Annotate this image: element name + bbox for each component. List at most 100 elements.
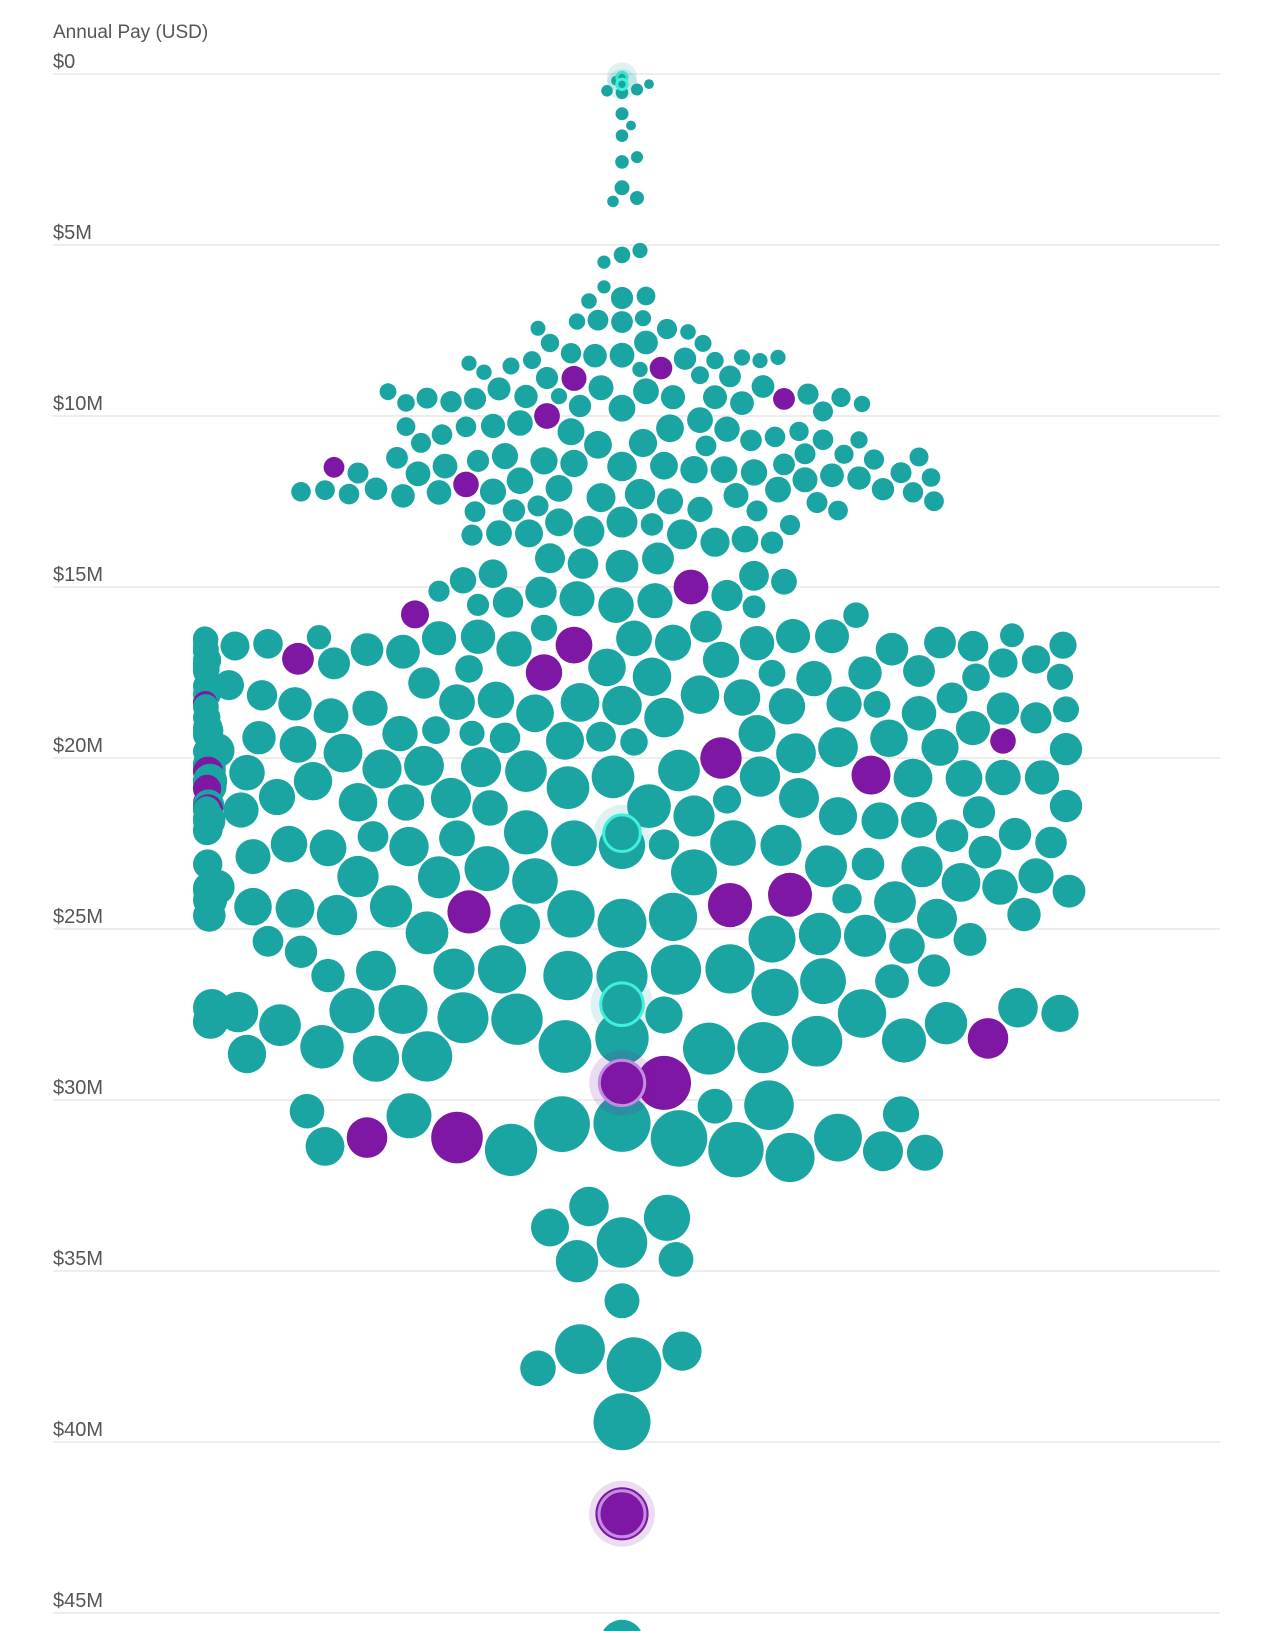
data-point-teal[interactable]: [694, 334, 712, 352]
data-point-teal[interactable]: [270, 825, 308, 863]
data-point-teal[interactable]: [506, 467, 534, 495]
data-point-teal[interactable]: [543, 950, 593, 1001]
data-point-teal[interactable]: [921, 728, 959, 766]
data-point-teal[interactable]: [486, 520, 512, 546]
data-point-teal[interactable]: [640, 513, 664, 536]
data-point-teal[interactable]: [386, 634, 420, 669]
data-point-teal[interactable]: [826, 686, 862, 722]
data-point-teal[interactable]: [568, 313, 586, 330]
data-point-teal[interactable]: [924, 626, 956, 659]
highlighted-data-point[interactable]: [597, 1058, 647, 1108]
data-point-teal[interactable]: [534, 1096, 590, 1152]
data-point-teal[interactable]: [502, 499, 526, 522]
data-point-teal[interactable]: [740, 429, 762, 452]
data-point-teal[interactable]: [227, 1034, 267, 1074]
data-point-teal[interactable]: [289, 1093, 325, 1129]
data-point-teal[interactable]: [1007, 897, 1041, 932]
data-point-teal[interactable]: [460, 747, 502, 788]
data-point-teal[interactable]: [193, 1005, 226, 1039]
data-point-teal[interactable]: [656, 318, 678, 340]
data-point-teal[interactable]: [338, 483, 360, 505]
data-point-teal[interactable]: [615, 155, 629, 169]
data-point-teal[interactable]: [794, 443, 816, 465]
data-point-teal[interactable]: [957, 630, 989, 662]
data-point-teal[interactable]: [924, 1002, 968, 1045]
data-point-teal[interactable]: [671, 849, 717, 896]
data-point-teal[interactable]: [408, 667, 440, 699]
data-point-teal[interactable]: [764, 426, 786, 448]
data-point-teal[interactable]: [610, 286, 634, 310]
data-point-teal[interactable]: [648, 892, 698, 942]
data-point-teal[interactable]: [352, 690, 388, 726]
data-point-teal[interactable]: [832, 884, 862, 914]
data-point-teal[interactable]: [775, 618, 811, 654]
data-point-teal[interactable]: [813, 401, 833, 422]
data-point-teal[interactable]: [499, 904, 541, 945]
data-point-teal[interactable]: [527, 495, 549, 517]
data-point-teal[interactable]: [439, 684, 475, 720]
data-point-teal[interactable]: [906, 1134, 944, 1171]
data-point-teal[interactable]: [516, 694, 554, 733]
data-point-teal[interactable]: [604, 1283, 640, 1319]
data-point-teal[interactable]: [275, 889, 315, 928]
data-point-teal[interactable]: [323, 733, 363, 773]
data-point-purple[interactable]: [323, 456, 345, 478]
data-point-teal[interactable]: [673, 347, 697, 370]
data-point-teal[interactable]: [316, 894, 358, 936]
data-point-teal[interactable]: [551, 820, 597, 867]
data-point-teal[interactable]: [560, 343, 582, 364]
data-point-teal[interactable]: [818, 727, 858, 768]
data-point-teal[interactable]: [770, 349, 786, 365]
data-point-teal[interactable]: [765, 476, 791, 503]
data-point-teal[interactable]: [433, 948, 475, 990]
data-point-teal[interactable]: [587, 309, 609, 331]
data-point-teal[interactable]: [329, 988, 375, 1034]
highlighted-data-point[interactable]: [597, 1489, 647, 1539]
data-point-teal[interactable]: [387, 784, 425, 821]
data-point-teal[interactable]: [901, 696, 937, 731]
data-point-teal[interactable]: [313, 698, 349, 734]
data-point-teal[interactable]: [680, 675, 720, 714]
data-point-purple[interactable]: [525, 654, 563, 691]
data-point-teal[interactable]: [440, 391, 462, 413]
data-point-teal[interactable]: [611, 311, 633, 333]
data-point-teal[interactable]: [941, 863, 981, 902]
data-point-teal[interactable]: [584, 430, 612, 459]
data-point-teal[interactable]: [278, 687, 312, 721]
data-point-teal[interactable]: [466, 449, 490, 472]
data-point-teal[interactable]: [489, 722, 521, 754]
data-point-teal[interactable]: [378, 984, 428, 1034]
data-point-purple[interactable]: [990, 728, 1016, 754]
data-point-teal[interactable]: [259, 1004, 301, 1047]
data-point-teal[interactable]: [628, 428, 658, 458]
data-point-teal[interactable]: [924, 491, 944, 512]
data-point-teal[interactable]: [805, 845, 847, 888]
data-point-teal[interactable]: [650, 944, 702, 995]
data-point-teal[interactable]: [843, 602, 869, 628]
data-point-teal[interactable]: [644, 697, 684, 738]
data-point-teal[interactable]: [697, 1088, 733, 1124]
data-point-teal[interactable]: [480, 413, 506, 438]
data-point-teal[interactable]: [386, 1093, 432, 1139]
data-point-teal[interactable]: [752, 353, 768, 369]
data-point-teal[interactable]: [738, 715, 776, 752]
data-point-teal[interactable]: [632, 242, 648, 259]
data-point-teal[interactable]: [893, 758, 933, 798]
data-point-teal[interactable]: [229, 754, 265, 791]
data-point-teal[interactable]: [935, 819, 969, 852]
data-point-teal[interactable]: [650, 451, 678, 480]
data-point-teal[interactable]: [779, 514, 801, 536]
data-point-teal[interactable]: [293, 762, 333, 801]
data-point-teal[interactable]: [1024, 760, 1060, 795]
data-point-teal[interactable]: [848, 656, 882, 690]
data-point-teal[interactable]: [606, 506, 638, 538]
data-point-teal[interactable]: [593, 1393, 651, 1451]
data-point-teal[interactable]: [472, 790, 508, 826]
data-point-teal[interactable]: [616, 620, 652, 657]
data-point-teal[interactable]: [545, 508, 573, 537]
data-point-teal[interactable]: [748, 915, 796, 963]
data-point-teal[interactable]: [318, 647, 350, 680]
data-point-teal[interactable]: [631, 83, 643, 96]
data-point-teal[interactable]: [1035, 826, 1067, 859]
data-point-teal[interactable]: [962, 796, 996, 829]
